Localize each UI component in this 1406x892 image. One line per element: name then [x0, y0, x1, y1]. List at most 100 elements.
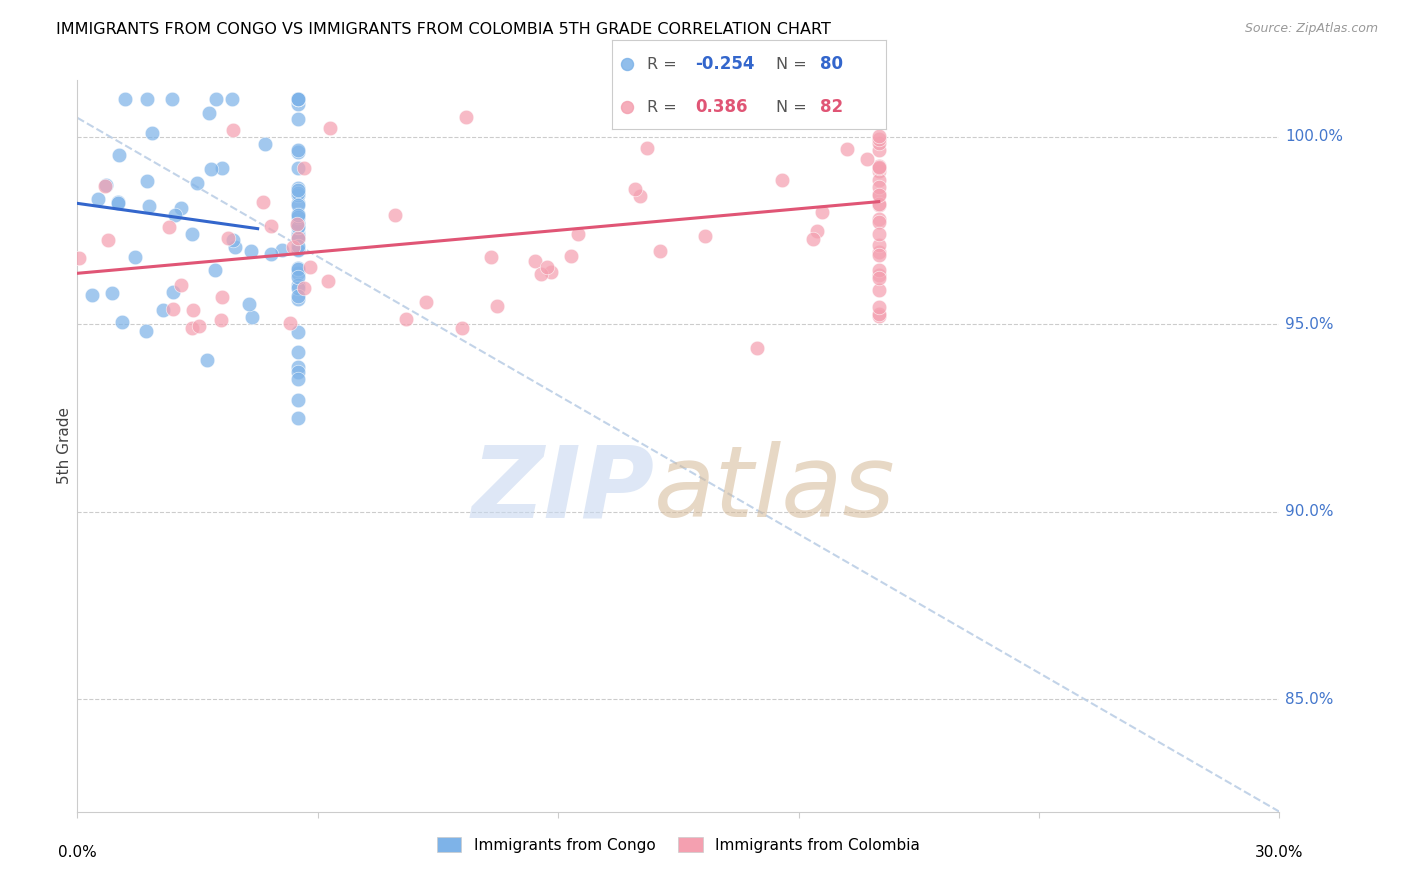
Point	[287, 292, 309, 306]
Point	[868, 283, 890, 297]
Point	[287, 219, 309, 233]
Point	[211, 290, 233, 304]
Text: 100.0%: 100.0%	[1285, 129, 1344, 144]
Point	[384, 208, 406, 222]
Point	[287, 216, 309, 230]
Point	[82, 288, 104, 302]
Point	[287, 365, 309, 379]
Point	[868, 198, 890, 212]
Point	[530, 267, 553, 281]
Point	[287, 344, 309, 359]
Point	[868, 263, 890, 277]
Point	[181, 303, 204, 318]
Point	[162, 285, 184, 299]
Point	[292, 280, 315, 294]
Point	[316, 274, 339, 288]
Point	[479, 250, 502, 264]
Text: N =: N =	[776, 100, 813, 114]
Point	[868, 300, 890, 314]
Point	[868, 143, 890, 157]
Point	[287, 393, 309, 408]
Point	[837, 142, 859, 156]
Point	[287, 183, 309, 197]
Point	[648, 244, 671, 259]
Point	[281, 239, 304, 253]
Point	[856, 153, 879, 167]
Text: atlas: atlas	[654, 442, 896, 539]
Point	[868, 102, 890, 116]
Point	[287, 210, 309, 224]
Point	[287, 270, 309, 285]
Text: N =: N =	[776, 57, 813, 71]
Point	[868, 93, 890, 107]
Point	[287, 180, 309, 194]
Point	[94, 178, 117, 192]
Text: 30.0%: 30.0%	[1256, 845, 1303, 860]
Point	[636, 140, 658, 154]
Point	[287, 242, 309, 256]
Point	[170, 201, 193, 215]
Point	[868, 238, 890, 252]
Point	[560, 249, 582, 263]
Point	[209, 313, 232, 327]
Point	[287, 281, 309, 295]
Point	[287, 198, 309, 212]
Point	[114, 92, 136, 106]
Point	[287, 230, 309, 244]
Point	[451, 320, 474, 334]
Text: ZIP: ZIP	[471, 442, 654, 539]
Point	[287, 239, 309, 253]
Point	[868, 136, 890, 150]
Text: IMMIGRANTS FROM CONGO VS IMMIGRANTS FROM COLOMBIA 5TH GRADE CORRELATION CHART: IMMIGRANTS FROM CONGO VS IMMIGRANTS FROM…	[56, 22, 831, 37]
Text: 0.0%: 0.0%	[58, 845, 97, 860]
Point	[868, 129, 890, 144]
Text: 85.0%: 85.0%	[1285, 691, 1334, 706]
Point	[287, 186, 309, 200]
Point	[222, 233, 245, 247]
Point	[238, 297, 260, 311]
Text: R =: R =	[647, 57, 682, 71]
Point	[141, 126, 163, 140]
Point	[107, 194, 129, 209]
Point	[195, 353, 218, 368]
Point	[170, 277, 193, 292]
Point	[287, 143, 309, 157]
Text: 95.0%: 95.0%	[1285, 317, 1334, 332]
Legend: Immigrants from Congo, Immigrants from Colombia: Immigrants from Congo, Immigrants from C…	[430, 831, 927, 859]
Point	[287, 261, 309, 276]
Point	[200, 162, 222, 177]
Point	[186, 177, 208, 191]
Point	[165, 208, 187, 222]
Point	[456, 110, 478, 124]
Point	[415, 294, 437, 309]
Point	[135, 174, 157, 188]
Point	[868, 173, 890, 187]
Point	[287, 112, 309, 126]
Point	[160, 92, 183, 106]
Point	[287, 226, 309, 240]
Point	[287, 232, 309, 246]
Point	[287, 411, 309, 425]
Point	[292, 161, 315, 176]
Point	[259, 219, 281, 234]
Point	[298, 260, 321, 274]
Point	[181, 227, 204, 241]
Point	[204, 262, 226, 277]
Point	[254, 137, 277, 152]
Point	[217, 231, 239, 245]
Point	[278, 316, 301, 330]
Point	[124, 250, 146, 264]
Point	[868, 248, 890, 262]
Point	[287, 325, 309, 339]
Point	[222, 123, 245, 137]
Point	[806, 224, 828, 238]
Point	[94, 178, 117, 193]
Point	[287, 92, 309, 106]
Point	[536, 260, 558, 274]
Point	[523, 254, 546, 268]
Point	[134, 324, 156, 338]
Text: Source: ZipAtlas.com: Source: ZipAtlas.com	[1244, 22, 1378, 36]
Point	[624, 181, 647, 195]
Point	[319, 121, 342, 136]
Point	[868, 307, 890, 321]
